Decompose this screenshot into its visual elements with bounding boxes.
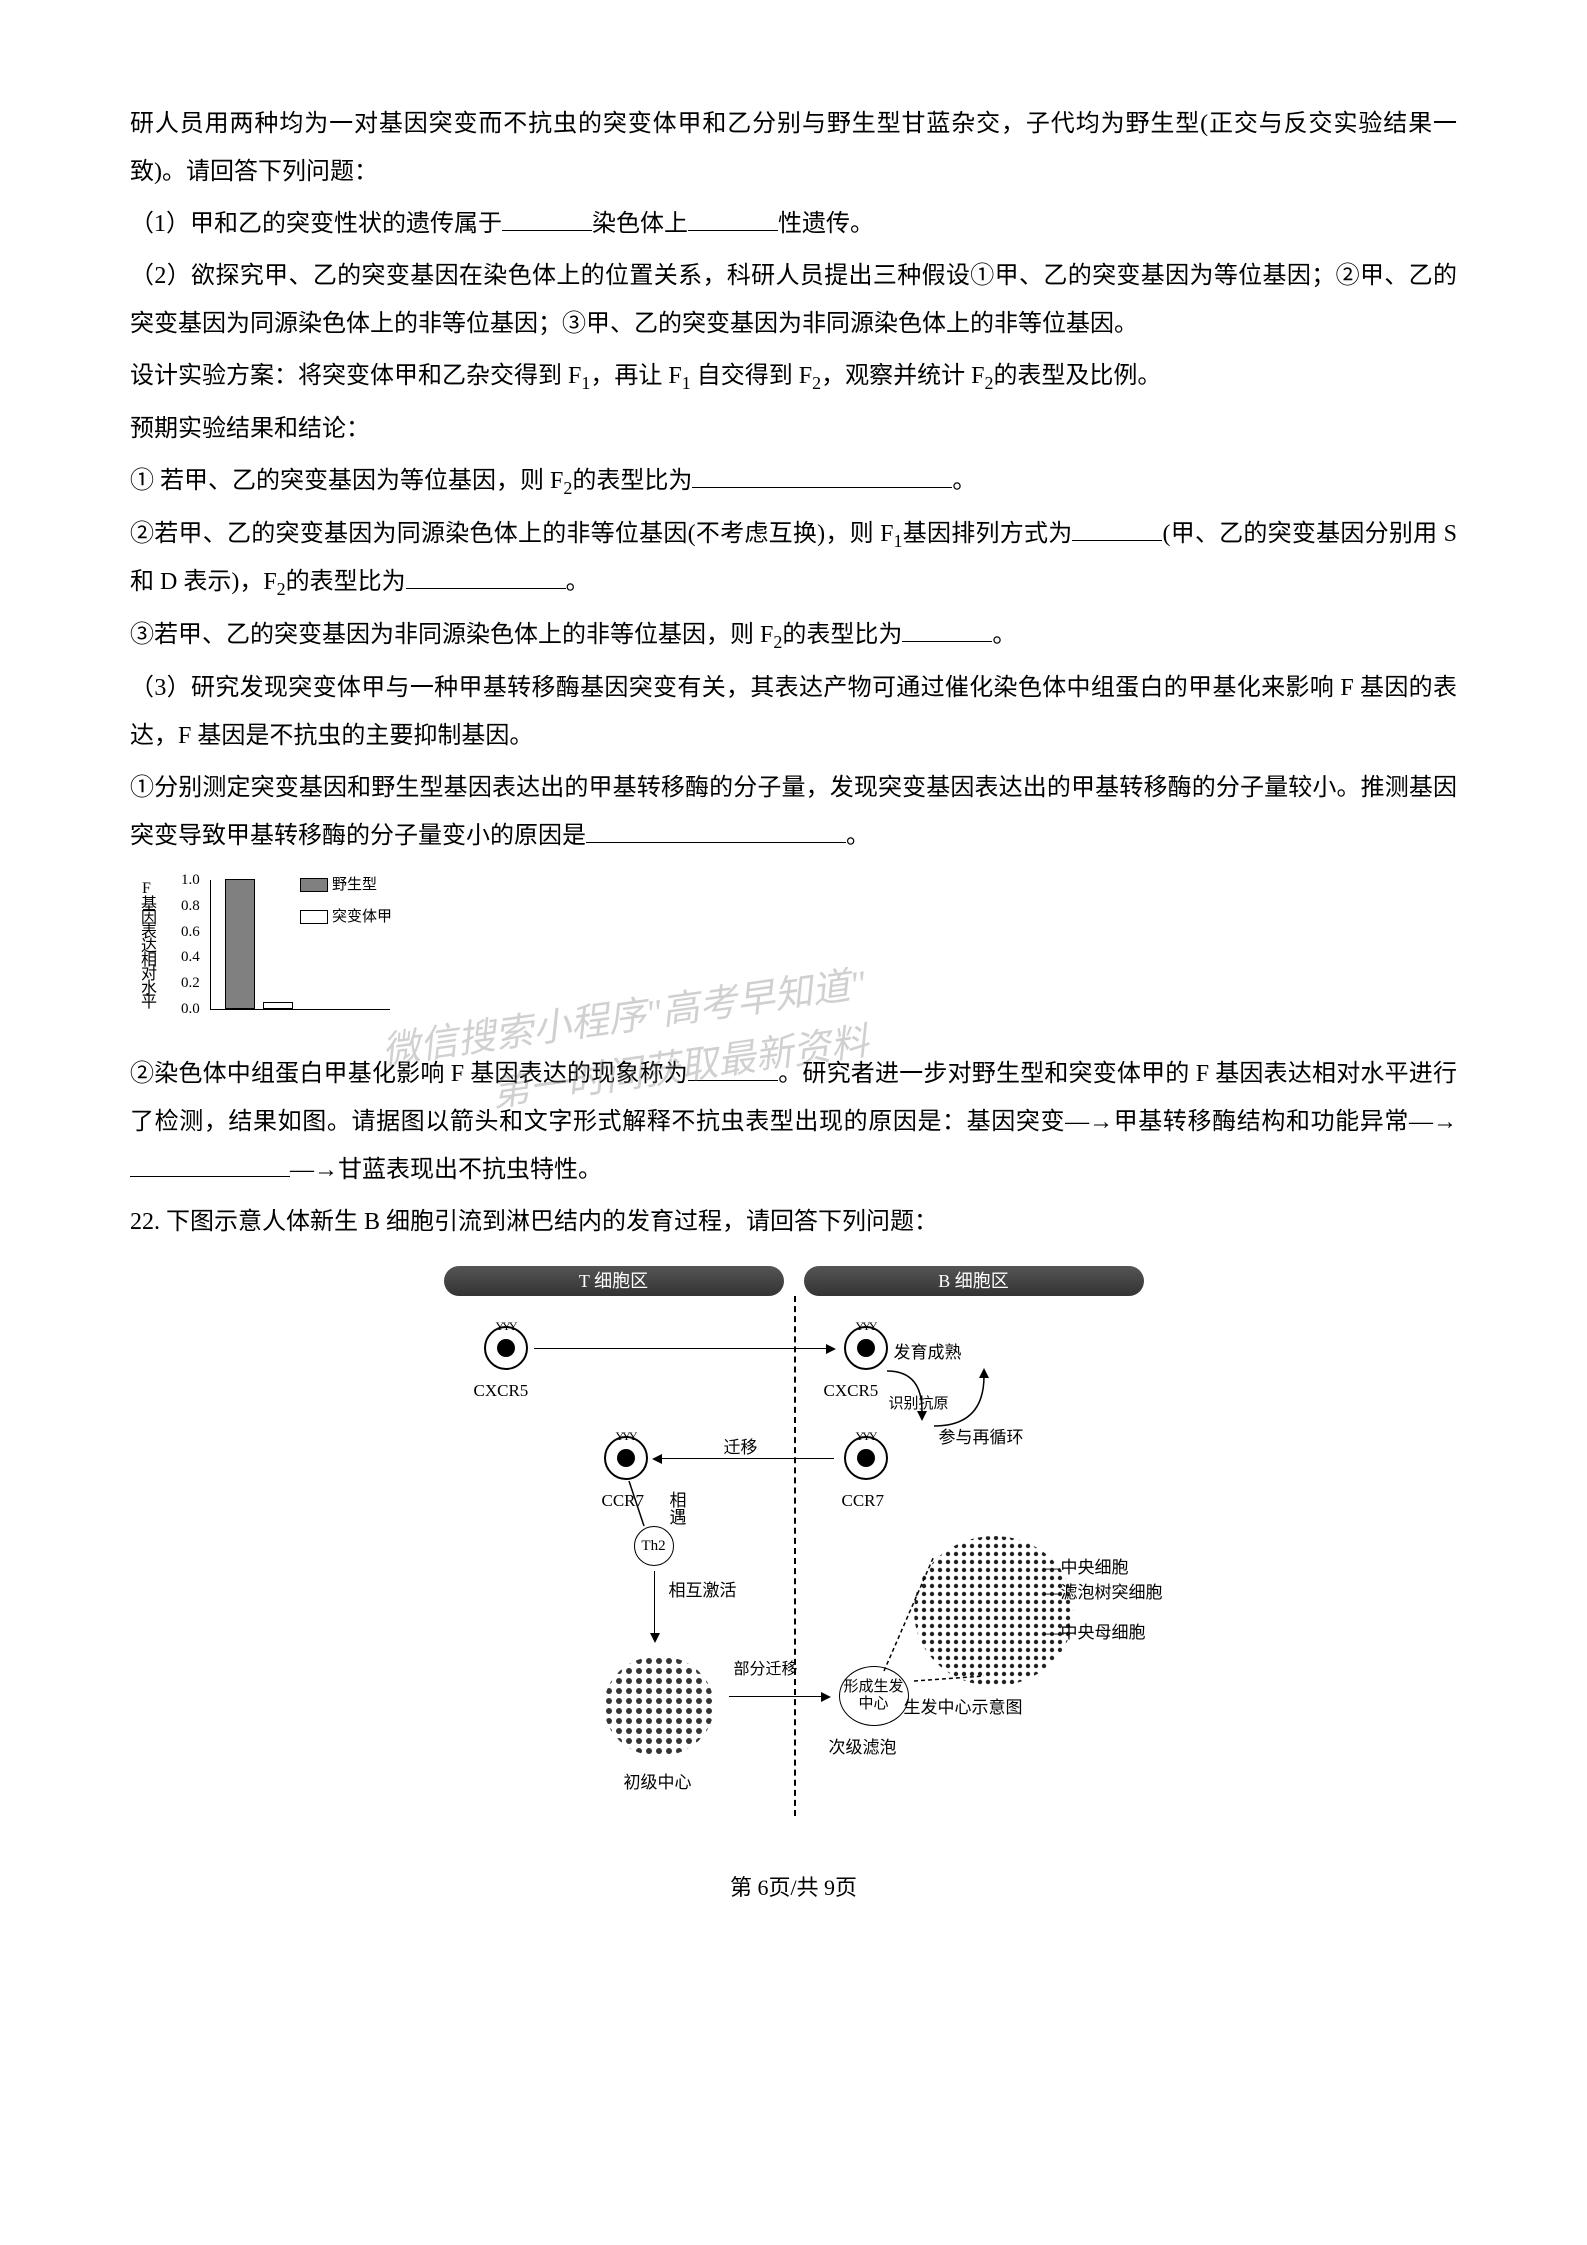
q1-mid: 染色体上 [592,211,688,237]
central-mother-label: —中央母细胞 [1044,1616,1146,1650]
cell-cxcr5-left [484,1326,528,1370]
bar-chart: F基因表达相对水平 0.0 0.2 0.4 0.6 0.8 1.0 野生型 突变… [180,870,560,1040]
blank [688,1053,778,1081]
blank [406,561,566,589]
text: 的表型比为 [286,569,406,595]
cell-th2: Th2 [634,1526,674,1566]
text: 设计实验方案：将突变体甲和乙杂交得到 F [130,363,581,389]
legend-item: 突变体甲 [300,902,392,932]
cell-ccr7-left [604,1436,648,1480]
mature-label: 发育成熟 [894,1336,962,1370]
blank [130,1149,290,1177]
primary-center-cluster [594,1646,724,1766]
cell-cxcr5-right [844,1326,888,1370]
tick-label: 1.0 [181,865,200,895]
text: 自交得到 F [691,363,812,389]
question-2-design: 设计实验方案：将突变体甲和乙杂交得到 F1，再让 F1 自交得到 F2，观察并统… [130,352,1457,401]
text: 。 [952,468,976,494]
zone-header-b-cell: B 细胞区 [804,1266,1144,1296]
chart-y-axis-label: F基因表达相对水平 [130,880,162,1030]
primary-label: 初级中心 [624,1766,692,1800]
q1-prefix: （1）甲和乙的突变性状的遗传属于 [130,211,502,237]
page-footer: 第 6页/共 9页 [130,1866,1457,1910]
blank [688,203,778,231]
legend-label: 突变体甲 [332,902,392,932]
tick-label: 0.2 [181,968,200,998]
zone-divider [794,1296,796,1816]
curved-arrow [924,1366,1024,1436]
th2-label: Th2 [641,1538,665,1555]
follicular-label: —滤泡树突细胞 [1044,1576,1163,1610]
q2-option-3: ③若甲、乙的突变基因为非同源染色体上的非等位基因，则 F2的表型比为 。 [130,611,1457,660]
text: 滤泡树突细胞 [1061,1583,1163,1602]
question-3-intro: （3）研究发现突变体甲与一种甲基转移酶基因突变有关，其表达产物可通过催化染色体中… [130,664,1457,760]
arrow [654,1571,655,1641]
text: ，观察并统计 F [821,363,984,389]
question-1: （1）甲和乙的突变性状的遗传属于 染色体上 性遗传。 [130,200,1457,248]
cell-label: CXCR5 [474,1374,529,1408]
arrow [729,1696,829,1697]
text: 。 [846,823,870,849]
subscript: 1 [581,373,590,393]
legend-swatch [300,910,328,924]
cell-ccr7-right [844,1436,888,1480]
text: 基因排列方式为 [902,521,1072,547]
migrate-label: 迁移 [724,1431,758,1465]
subscript: 1 [682,373,691,393]
arrow [534,1348,834,1349]
dashed-connector [874,1546,994,1686]
blank [1072,513,1162,541]
tick-label: 0.0 [181,994,200,1024]
q2-option-2: ②若甲、乙的突变基因为同源染色体上的非等位基因(不考虑互换)，则 F1基因排列方… [130,510,1457,608]
partial-migrate-label: 部分迁移 [734,1661,798,1679]
q3-option-1: ①分别测定突变基因和野生型基因表达出的甲基转移酶的分子量，发现突变基因表达出的甲… [130,764,1457,860]
text: 。 [566,569,590,595]
subscript: 2 [563,478,572,498]
expect-label: 预期实验结果和结论： [130,405,1457,453]
bar-mutant [263,1002,293,1009]
tick-label: 0.8 [181,891,200,921]
blank [586,815,846,843]
tick-label: 0.4 [181,942,200,972]
cell-label: CXCR5 [824,1374,879,1408]
subscript: 2 [812,373,821,393]
cell-label: CCR7 [842,1484,885,1518]
legend-swatch [300,878,328,892]
b-cell-diagram: T 细胞区 B 细胞区 CXCR5 CXCR5 发育成熟 识别抗原 参与再循环 … [444,1266,1144,1826]
text: 中央细胞 [1061,1558,1129,1577]
subscript: 2 [773,632,782,652]
intro-paragraph: 研人员用两种均为一对基因突变而不抗虫的突变体甲和乙分别与野生型甘蓝杂交，子代均为… [130,100,1457,196]
blank [902,614,992,642]
text: 的表型比为 [782,622,902,648]
blank [692,460,952,488]
subscript: 2 [277,579,286,599]
tick-label: 0.6 [181,917,200,947]
legend-item: 野生型 [300,870,392,900]
legend-label: 野生型 [332,870,377,900]
activate-label: 相互激活 [669,1581,737,1601]
gc-schematic-label: 生发中心示意图 [904,1691,1023,1725]
q2-option-1: ① 若甲、乙的突变基因为等位基因，则 F2的表型比为 。 [130,457,1457,506]
blank [502,203,592,231]
q1-suffix: 性遗传。 [778,211,874,237]
chart-legend: 野生型 突变体甲 [300,870,392,934]
text: 的表型及比例。 [993,363,1161,389]
text: —→甘蓝表现出不抗虫特性。 [290,1157,602,1183]
connector [624,1481,674,1531]
text: ②染色体中组蛋白甲基化影响 F 基因表达的现象称为 [130,1061,688,1087]
question-2-intro: （2）欲探究甲、乙的突变基因在染色体上的位置关系，科研人员提出三种假设①甲、乙的… [130,252,1457,348]
bar-wildtype [225,879,255,1009]
text: 。 [992,622,1016,648]
q3-option-2: ②染色体中组蛋白甲基化影响 F 基因表达的现象称为。研究者进一步对野生型和突变体… [130,1050,1457,1194]
secondary-label: 次级滤泡 [829,1731,897,1765]
text: ②若甲、乙的突变基因为同源染色体上的非等位基因(不考虑互换)，则 F [130,521,893,547]
text: ，再让 F [590,363,681,389]
question-22: 22. 下图示意人体新生 B 细胞引流到淋巴结内的发育过程，请回答下列问题： [130,1198,1457,1246]
text: 中央母细胞 [1061,1623,1146,1642]
text: 的表型比为 [572,468,692,494]
text: ① 若甲、乙的突变基因为等位基因，则 F [130,468,563,494]
text: ③若甲、乙的突变基因为非同源染色体上的非等位基因，则 F [130,622,773,648]
zone-header-t-cell: T 细胞区 [444,1266,784,1296]
